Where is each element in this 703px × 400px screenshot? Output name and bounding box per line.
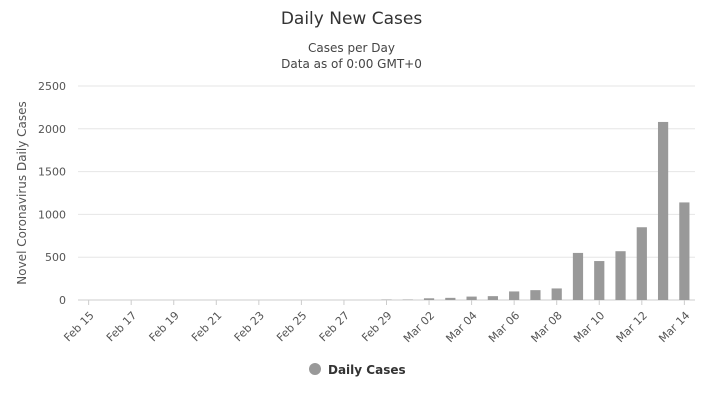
x-tick-label: Feb 25: [274, 309, 309, 344]
x-axis-ticks: Feb 15 Feb 17 Feb 19 Feb 21 Feb 23 Feb 25 Feb …: [61, 300, 692, 345]
legend-marker-daily-cases: [309, 363, 321, 375]
y-tick-label: 2500: [38, 80, 66, 93]
bar: [657, 121, 669, 301]
bar: [509, 291, 520, 300]
bar: [530, 290, 541, 300]
x-tick-label: Mar 14: [656, 309, 692, 345]
x-tick-label: Feb 15: [61, 309, 96, 344]
bar: [445, 297, 456, 300]
chart-title: Daily New Cases: [281, 9, 423, 29]
bar: [679, 202, 690, 300]
x-tick-label: Mar 10: [571, 309, 607, 345]
x-tick-label: Mar 08: [529, 309, 565, 345]
bar: [551, 288, 562, 300]
gridlines: [78, 85, 695, 301]
y-tick-label: 500: [45, 251, 66, 264]
chart-subtitle-line-1: Cases per Day: [308, 41, 395, 55]
y-axis-title: Novel Coronavirus Daily Cases: [15, 101, 29, 284]
x-tick-label: Mar 04: [443, 309, 479, 345]
y-axis-ticks: 0 500 1000 1500 2000 2500: [38, 80, 66, 307]
bar-series-daily-cases: [381, 121, 690, 301]
bar: [594, 261, 605, 300]
bar: [423, 298, 435, 300]
x-tick-label: Mar 02: [401, 309, 437, 345]
legend-label-daily-cases[interactable]: Daily Cases: [328, 363, 406, 377]
chart-subtitle-line-2: Data as of 0:00 GMT+0: [281, 57, 422, 71]
x-tick-label: Feb 29: [359, 309, 394, 344]
bar: [487, 296, 498, 300]
y-tick-label: 1000: [38, 208, 66, 221]
x-tick-label: Mar 06: [486, 309, 522, 345]
bar: [572, 252, 584, 300]
x-tick-label: Feb 19: [147, 309, 182, 344]
legend[interactable]: Daily Cases: [309, 363, 406, 377]
x-tick-label: Feb 27: [317, 309, 352, 344]
y-tick-label: 1500: [38, 166, 66, 179]
bar: [615, 251, 626, 300]
x-tick-label: Feb 21: [189, 309, 224, 344]
x-tick-label: Feb 17: [104, 309, 139, 344]
y-tick-label: 0: [59, 294, 66, 307]
bar: [636, 227, 647, 300]
y-tick-label: 2000: [38, 123, 66, 136]
x-tick-label: Mar 12: [614, 309, 650, 345]
bar: [466, 296, 477, 300]
x-tick-label: Feb 23: [232, 309, 267, 344]
